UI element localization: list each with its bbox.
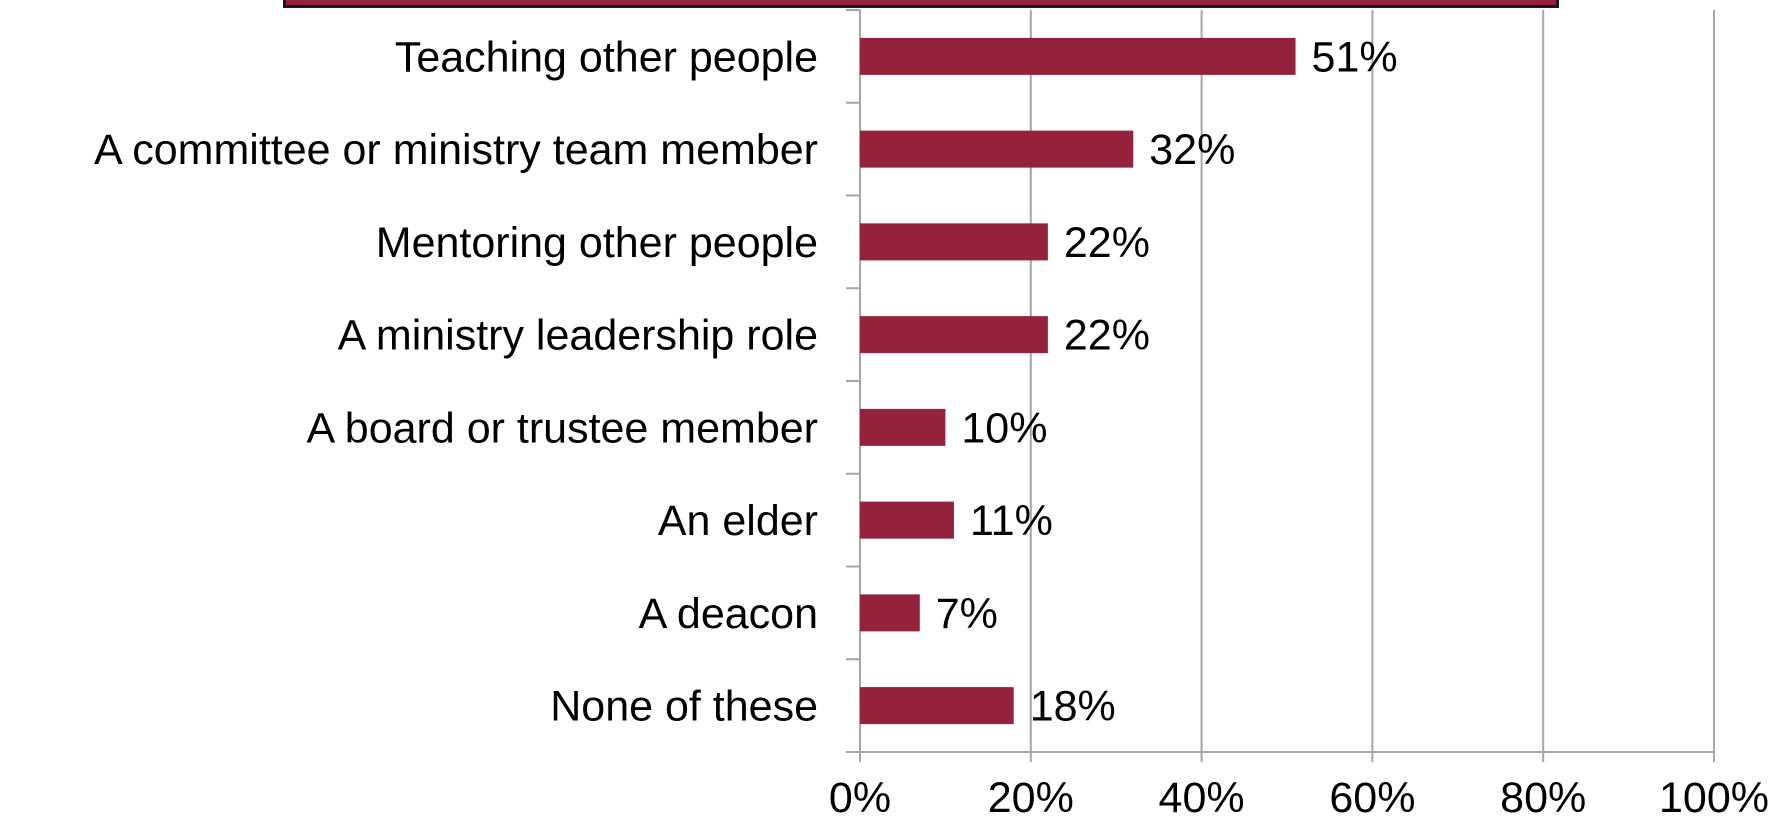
value-label: 22% bbox=[1064, 219, 1150, 267]
category-label: None of these bbox=[550, 683, 818, 731]
bar-4 bbox=[860, 408, 946, 446]
bar-6 bbox=[860, 594, 920, 632]
labels: 0% 20% 40% 60% 80% 100% Teaching other people 5… bbox=[94, 33, 1769, 822]
x-tick-label: 40% bbox=[1159, 774, 1245, 822]
title-banner bbox=[283, 0, 1559, 8]
value-label: 18% bbox=[1030, 683, 1116, 731]
value-label: 51% bbox=[1312, 33, 1398, 81]
x-tick-label: 0% bbox=[829, 774, 891, 822]
x-tick-label: 60% bbox=[1329, 774, 1415, 822]
bar-5 bbox=[860, 501, 954, 539]
bar-7 bbox=[860, 687, 1014, 725]
value-label: 10% bbox=[961, 404, 1047, 452]
bar-1 bbox=[860, 130, 1134, 168]
bars bbox=[860, 37, 1296, 725]
bar-3 bbox=[860, 316, 1048, 354]
gridlines bbox=[1029, 10, 1715, 752]
category-label: An elder bbox=[658, 497, 818, 545]
category-label: A deacon bbox=[639, 590, 818, 638]
value-label: 7% bbox=[936, 590, 998, 638]
value-label: 11% bbox=[970, 497, 1053, 545]
bar-2 bbox=[860, 223, 1048, 261]
x-tick-label: 80% bbox=[1500, 774, 1586, 822]
category-label: A board or trustee member bbox=[307, 404, 818, 452]
category-label: Mentoring other people bbox=[376, 219, 818, 267]
axes bbox=[846, 9, 1715, 762]
category-label: A ministry leadership role bbox=[338, 312, 818, 360]
bar-0 bbox=[860, 37, 1296, 75]
category-label: A committee or ministry team member bbox=[94, 126, 818, 174]
x-tick-label: 100% bbox=[1659, 774, 1769, 822]
category-label: Teaching other people bbox=[395, 33, 818, 81]
x-tick-label: 20% bbox=[988, 774, 1074, 822]
value-label: 32% bbox=[1149, 126, 1235, 174]
value-label: 22% bbox=[1064, 312, 1150, 360]
